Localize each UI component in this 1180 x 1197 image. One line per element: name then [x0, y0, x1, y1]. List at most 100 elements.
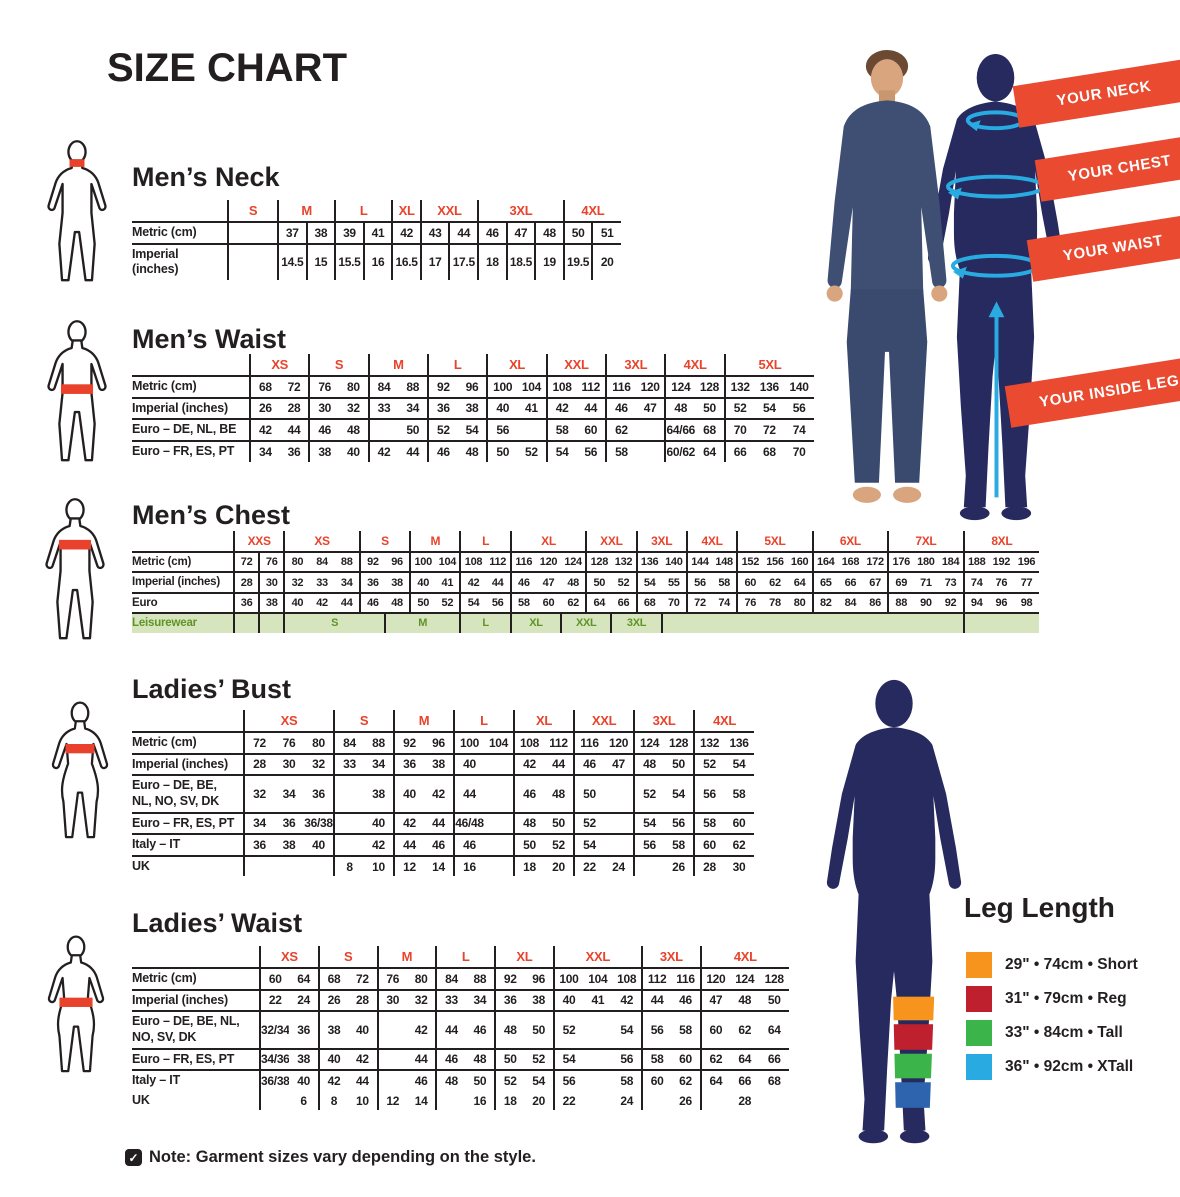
section-title-mens-waist: Men’s Waist: [132, 324, 287, 354]
size-cell: 140: [661, 550, 687, 573]
size-cell: 62: [699, 1047, 731, 1071]
size-cell: 50: [562, 221, 593, 244]
size-cell: 47: [604, 752, 635, 776]
size-cell: 47: [699, 988, 731, 1012]
size-cell: 44: [435, 1010, 466, 1049]
size-cell: 16: [453, 854, 484, 877]
size-cell: 28: [348, 988, 378, 1012]
size-group-header: XXL: [552, 946, 642, 968]
waist-highlight-band: [60, 384, 94, 394]
size-cell: 50: [759, 988, 789, 1012]
size-cell: 26: [317, 988, 349, 1012]
mens-waist-table: XS S M L XL XXL 3XL 4XL 5XL Metric (cm) 68 72 76 80 84…: [132, 354, 814, 462]
size-cell: [699, 1090, 731, 1111]
size-cell: 39: [334, 221, 364, 244]
size-cell: 34: [249, 439, 280, 462]
size-cell: 22: [573, 854, 605, 877]
size-cell: 40: [552, 988, 584, 1012]
size-cell: 68: [317, 967, 349, 990]
size-cell: 36: [232, 591, 260, 614]
mens-neck-figure-icon: [47, 140, 107, 282]
size-cell: 44: [448, 221, 479, 244]
row-label: Metric (cm): [132, 550, 234, 573]
tall-color-swatch: [966, 1020, 992, 1046]
size-cell: [759, 1091, 789, 1111]
size-cell: 64: [787, 571, 813, 593]
size-cell: 54: [459, 591, 486, 614]
size-cell: 67: [863, 571, 889, 593]
size-cell: 73: [938, 571, 964, 593]
size-cell: 46: [435, 1047, 466, 1071]
size-cell: 72: [348, 967, 378, 990]
size-cell: 68: [754, 439, 785, 462]
size-cell: [259, 1090, 290, 1111]
size-cell: 84: [367, 375, 399, 398]
xtall-color-swatch: [966, 1054, 992, 1080]
size-cell: [333, 774, 364, 813]
size-cell: 60: [259, 967, 290, 990]
man-photo-illustration: [826, 50, 948, 503]
size-cell: 40: [339, 439, 369, 462]
size-cell: 36: [393, 752, 424, 776]
size-cell: 152: [736, 550, 763, 573]
size-cell: 112: [485, 550, 511, 573]
size-cell: 74: [784, 418, 814, 441]
row-label: Euro: [132, 591, 234, 614]
size-cell: 46: [477, 221, 507, 244]
size-cell: 56: [640, 1010, 672, 1049]
size-group-header: L: [435, 946, 496, 968]
row-label: UK: [132, 854, 244, 877]
size-cell: 44: [348, 1069, 378, 1091]
hand: [826, 285, 843, 302]
size-cell: [962, 612, 1040, 633]
size-cell: 86: [863, 591, 889, 614]
size-group-header: S: [358, 531, 411, 552]
size-cell: 50: [585, 571, 612, 593]
size-cell: 124: [730, 967, 760, 990]
size-cell: 26: [679, 1093, 692, 1108]
size-cell: 50: [544, 811, 575, 835]
size-cell: 88: [334, 550, 360, 573]
size-cell: 38: [424, 752, 454, 776]
size-cell: 58: [724, 774, 755, 813]
legend-label: 33" • 84cm • Tall: [1005, 1024, 1123, 1041]
size-cell: 100: [552, 967, 584, 990]
size-cell: 94: [962, 591, 989, 614]
size-cell: 58: [664, 833, 695, 856]
size-cell: 64: [699, 1069, 731, 1091]
size-cell: [232, 612, 260, 633]
size-cell: 108: [459, 550, 486, 573]
size-cell: 120: [535, 550, 562, 573]
size-cell: 32: [283, 571, 310, 593]
size-cell: [635, 418, 666, 441]
size-group-header: 8XL: [962, 531, 1040, 552]
size-cell: 50: [486, 439, 518, 462]
section-title-ladies-bust: Ladies’ Bust: [132, 674, 292, 704]
size-cell: 36: [304, 774, 334, 813]
inside-leg-arrowhead: [988, 301, 1005, 318]
size-cell: 116: [671, 967, 701, 990]
size-cell: 66: [611, 591, 637, 614]
size-cell: 22: [259, 988, 290, 1012]
size-cell: 46: [427, 439, 458, 462]
size-cell: 19: [534, 242, 564, 280]
size-cell: [660, 612, 964, 633]
size-cell: 41: [435, 571, 461, 593]
size-cell: 40: [283, 591, 310, 614]
size-group-header: L: [453, 710, 514, 732]
silhouette-body: [826, 727, 962, 1131]
section-title-mens-neck: Men’s Neck: [132, 162, 280, 192]
size-cell: 78: [762, 591, 788, 614]
size-cell: [484, 774, 514, 813]
size-cell: 54: [635, 571, 662, 593]
size-cell: 28: [279, 396, 310, 420]
size-cell: 112: [640, 967, 672, 990]
size-cell: 18: [477, 242, 507, 280]
size-cell: 15.5: [334, 242, 364, 280]
silhouette-foot: [959, 506, 990, 521]
size-cell: 16.5: [391, 242, 421, 280]
size-cell: 132: [693, 731, 725, 754]
size-cell: 36/38: [259, 1069, 290, 1091]
reg-leg-band: [893, 1024, 935, 1050]
size-cell: 30: [258, 571, 285, 593]
